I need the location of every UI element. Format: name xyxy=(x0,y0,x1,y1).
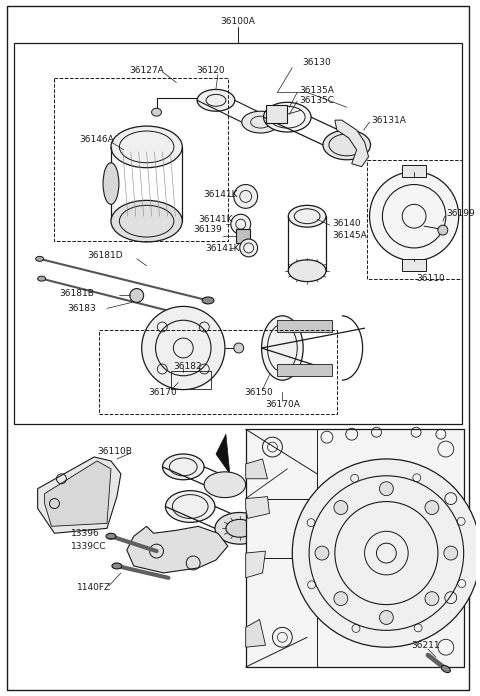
Text: 36127A: 36127A xyxy=(129,66,164,75)
Text: 36140: 36140 xyxy=(332,219,360,228)
Ellipse shape xyxy=(111,126,182,168)
Ellipse shape xyxy=(262,316,303,380)
Circle shape xyxy=(231,214,251,234)
Circle shape xyxy=(130,289,144,303)
Text: 36181D: 36181D xyxy=(87,251,123,260)
Polygon shape xyxy=(37,457,121,533)
Ellipse shape xyxy=(197,89,235,111)
Text: 36141K: 36141K xyxy=(205,244,240,253)
Ellipse shape xyxy=(152,109,161,116)
Ellipse shape xyxy=(37,276,46,281)
Polygon shape xyxy=(246,497,269,519)
Text: 13396: 13396 xyxy=(72,529,100,538)
Text: 36150: 36150 xyxy=(245,388,274,397)
Circle shape xyxy=(444,546,458,560)
Ellipse shape xyxy=(162,454,204,480)
Circle shape xyxy=(380,610,393,624)
Ellipse shape xyxy=(441,665,450,672)
Ellipse shape xyxy=(288,205,326,227)
Circle shape xyxy=(334,592,348,606)
Ellipse shape xyxy=(215,512,264,544)
Text: 36135C: 36135C xyxy=(299,96,334,105)
Text: 1140FZ: 1140FZ xyxy=(77,583,111,592)
Polygon shape xyxy=(246,459,267,479)
Text: 1339CC: 1339CC xyxy=(72,541,107,551)
Ellipse shape xyxy=(166,491,215,523)
Text: 36170: 36170 xyxy=(149,388,177,397)
Circle shape xyxy=(315,546,329,560)
Circle shape xyxy=(234,343,244,353)
Bar xyxy=(277,364,332,376)
Text: 36100A: 36100A xyxy=(220,17,255,26)
Text: 36141K: 36141K xyxy=(198,214,233,223)
Text: 36183: 36183 xyxy=(67,304,96,313)
Polygon shape xyxy=(216,434,230,474)
Circle shape xyxy=(380,482,393,496)
Bar xyxy=(14,43,462,425)
Bar xyxy=(236,229,250,243)
Bar xyxy=(171,371,211,388)
Bar xyxy=(367,160,462,278)
Text: 36130: 36130 xyxy=(302,58,331,68)
Text: 36139: 36139 xyxy=(193,225,222,234)
Text: 36110B: 36110B xyxy=(97,447,132,456)
Bar xyxy=(402,165,426,177)
Circle shape xyxy=(240,239,258,257)
Text: 36146A: 36146A xyxy=(79,136,114,145)
Circle shape xyxy=(425,500,439,514)
Circle shape xyxy=(425,592,439,606)
Ellipse shape xyxy=(242,111,279,133)
Circle shape xyxy=(142,306,225,390)
Bar xyxy=(99,330,337,414)
Text: 36181B: 36181B xyxy=(60,289,94,298)
Ellipse shape xyxy=(264,102,311,132)
Bar xyxy=(265,105,288,123)
Polygon shape xyxy=(246,551,265,578)
Text: 36170A: 36170A xyxy=(265,400,300,409)
Bar xyxy=(55,77,228,241)
Circle shape xyxy=(334,500,348,514)
Text: 36199: 36199 xyxy=(446,209,475,218)
Ellipse shape xyxy=(226,519,253,537)
Text: 36135A: 36135A xyxy=(299,86,334,95)
Circle shape xyxy=(292,459,480,647)
Polygon shape xyxy=(335,120,369,167)
Text: 36120: 36120 xyxy=(196,66,225,75)
Polygon shape xyxy=(246,619,265,647)
Text: 36145A: 36145A xyxy=(332,230,367,239)
Bar xyxy=(246,429,464,667)
Text: 36110: 36110 xyxy=(416,274,445,283)
Text: 36141K: 36141K xyxy=(203,190,238,199)
Polygon shape xyxy=(45,461,111,526)
Text: 36131A: 36131A xyxy=(372,116,407,125)
Circle shape xyxy=(370,172,459,261)
Text: 36211: 36211 xyxy=(411,641,440,650)
Ellipse shape xyxy=(323,130,371,160)
Ellipse shape xyxy=(204,472,246,498)
Ellipse shape xyxy=(103,163,119,205)
Ellipse shape xyxy=(288,260,326,282)
Ellipse shape xyxy=(202,297,214,304)
Ellipse shape xyxy=(192,315,204,322)
Circle shape xyxy=(234,184,258,208)
Text: 36182: 36182 xyxy=(173,363,202,372)
Bar xyxy=(277,320,332,332)
Bar xyxy=(402,259,426,271)
Ellipse shape xyxy=(112,563,122,569)
Polygon shape xyxy=(127,526,228,573)
Circle shape xyxy=(438,225,448,235)
Ellipse shape xyxy=(106,533,116,539)
Ellipse shape xyxy=(36,256,44,261)
Ellipse shape xyxy=(111,200,182,242)
